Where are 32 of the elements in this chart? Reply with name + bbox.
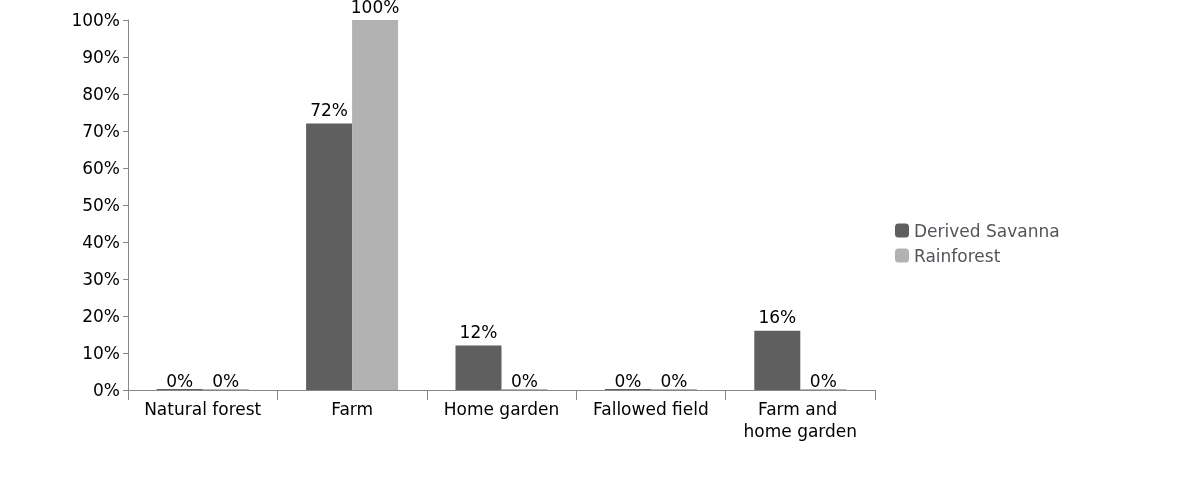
bar: [455, 345, 502, 390]
data-label: 0%: [614, 370, 642, 391]
data-label: 72%: [310, 100, 348, 121]
bar: [754, 330, 801, 390]
data-label: 0%: [809, 370, 837, 391]
data-label: 0%: [212, 370, 240, 391]
data-label: 0%: [511, 370, 538, 391]
y-tick-label: 0%: [93, 380, 120, 400]
bar: [352, 20, 399, 390]
x-tick-label: Fallowed field: [593, 399, 709, 419]
x-tick-label: Farm: [331, 399, 374, 419]
data-label: 16%: [758, 307, 797, 328]
data-label: 0%: [166, 370, 194, 391]
data-label: 0%: [660, 370, 688, 391]
data-label: 12%: [459, 322, 498, 343]
data-label: 100%: [350, 0, 400, 17]
x-tick-label: Home garden: [443, 399, 560, 419]
y-tick-label: 70%: [82, 121, 120, 141]
y-tick-label: 50%: [82, 195, 120, 215]
bar: [306, 123, 353, 390]
y-tick-label: 40%: [82, 232, 120, 252]
y-tick-label: 80%: [82, 84, 120, 104]
x-tick-label: Natural forest: [144, 399, 262, 419]
y-tick-label: 100%: [71, 10, 120, 30]
y-tick-label: 10%: [82, 343, 120, 363]
y-tick-label: 90%: [82, 47, 120, 67]
legend-label: Derived Savanna: [914, 220, 1060, 241]
y-tick-label: 30%: [82, 269, 120, 289]
x-tick-label: Farm and home garden: [743, 399, 858, 441]
legend-label: Rainforest: [914, 245, 1001, 266]
y-tick-label: 60%: [82, 158, 120, 178]
y-tick-label: 20%: [82, 306, 120, 326]
